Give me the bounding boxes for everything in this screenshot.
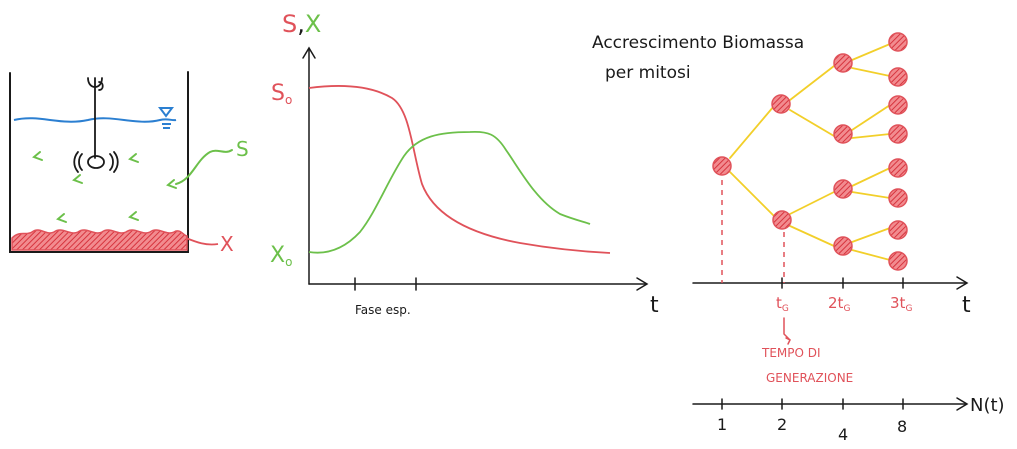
water-surface <box>13 117 177 123</box>
phase-label: Fase esp. <box>355 303 411 317</box>
y-axis-title: S,X <box>282 10 321 38</box>
generation-dashes <box>721 180 785 283</box>
cell-gen3 <box>888 251 908 271</box>
generation-arrow <box>783 317 792 345</box>
n-value-2: 2 <box>777 415 787 434</box>
tick-tg: tG <box>776 294 789 314</box>
n-value-1: 1 <box>717 415 727 434</box>
cell-gen1 <box>771 94 791 114</box>
cell-gen2 <box>833 236 853 256</box>
cell-gen2 <box>833 124 853 144</box>
mitosis-panel: Accrescimento Biomassa per mitosi t <box>592 32 1005 444</box>
curve-x-axis-label: t <box>650 293 659 318</box>
substrate-particles <box>32 149 233 223</box>
stirrer-icon <box>73 77 119 173</box>
tick-3tg: 3tG <box>890 294 912 314</box>
cell-gen3 <box>888 95 908 115</box>
cell-gen2 <box>833 53 853 73</box>
s0-label: So <box>271 81 292 107</box>
n-axis <box>692 397 969 411</box>
substrate-label: S <box>236 137 249 161</box>
branches <box>729 43 891 261</box>
tree-title-line2: per mitosi <box>605 63 691 83</box>
water-level-icon <box>158 107 174 129</box>
x0-label: Xo <box>270 243 292 269</box>
n-axis-label: N(t) <box>970 395 1005 416</box>
biomass-pointer <box>185 237 219 246</box>
substrate-curve <box>308 85 611 254</box>
cell-gen3 <box>888 188 908 208</box>
cell-gen0 <box>712 156 732 176</box>
tree-title-line1: Accrescimento Biomassa <box>592 33 804 53</box>
cell-gen1 <box>772 210 792 230</box>
tree-axis <box>692 276 969 290</box>
n-value-8: 8 <box>897 417 907 436</box>
tree-x-axis-label: t <box>962 293 971 318</box>
biomass-label: X <box>220 232 234 256</box>
cell-gen3 <box>888 67 908 87</box>
n-value-4: 4 <box>838 425 848 444</box>
reactor-tank <box>9 71 189 253</box>
generation-label-1: TEMPO DI <box>761 346 821 360</box>
reactor-panel: S X <box>9 71 249 256</box>
biomass-curve <box>308 130 591 254</box>
cell-gen3 <box>888 158 908 178</box>
cell-gen3 <box>888 32 908 52</box>
growth-curve-panel: S,X So Xo t Fase esp. <box>270 10 659 318</box>
curve-axes <box>302 46 649 291</box>
cell-gen2 <box>833 179 853 199</box>
generation-label-2: GENERAZIONE <box>766 371 853 385</box>
cell-gen3 <box>888 220 908 240</box>
tick-2tg: 2tG <box>828 294 850 314</box>
cell-gen3 <box>888 124 908 144</box>
cells <box>712 32 908 271</box>
biomass-layer <box>11 229 188 251</box>
